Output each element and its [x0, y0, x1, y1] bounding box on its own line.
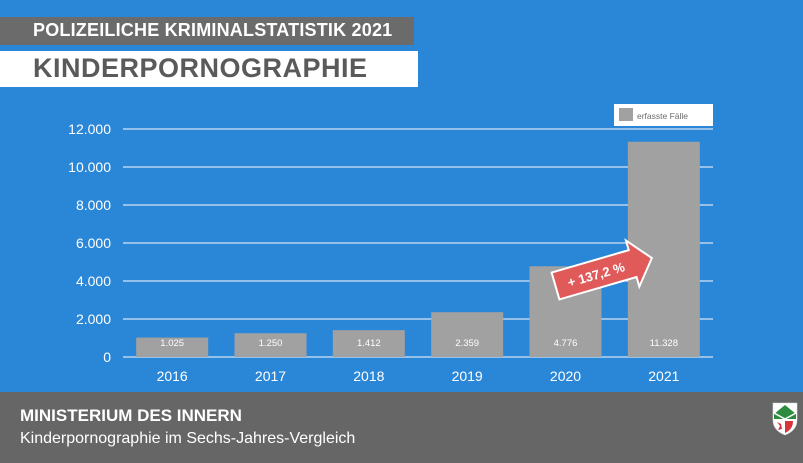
x-tick-label: 2017	[255, 368, 286, 384]
bar-value-label: 11.328	[650, 338, 678, 349]
x-tick-label: 2020	[550, 368, 581, 384]
y-tick-label: 8.000	[76, 197, 111, 213]
ministry-name: MINISTERIUM DES INNERN	[20, 406, 242, 425]
bar-2017	[234, 333, 307, 357]
bar-value-label: 1.412	[357, 338, 381, 349]
legend-label: erfasste Fälle	[637, 111, 688, 121]
footer-bar: MINISTERIUM DES INNERN Kinderpornographi…	[0, 392, 803, 463]
y-tick-label: 0	[103, 349, 111, 365]
nrw-coat-of-arms-icon	[772, 402, 798, 436]
y-tick-label: 12.000	[68, 121, 111, 137]
bar-value-label: 1.025	[160, 338, 184, 349]
growth-arrow-shape	[550, 238, 654, 301]
bar-2016	[136, 337, 209, 357]
bar-2018	[332, 330, 405, 357]
bar-value-label: 2.359	[455, 338, 479, 349]
x-tick-label: 2016	[157, 368, 188, 384]
x-tick-label: 2018	[353, 368, 384, 384]
bar-2019	[431, 312, 504, 357]
report-title-banner: KINDERPORNOGRAPHIE	[0, 51, 418, 87]
bar-value-label: 1.250	[259, 338, 283, 349]
legend-swatch	[619, 108, 633, 121]
report-kicker-banner: POLIZEILICHE KRIMINALSTATISTIK 2021	[0, 17, 414, 45]
bar-value-label: 4.776	[554, 338, 578, 349]
y-tick-label: 4.000	[76, 273, 111, 289]
footer-subtitle: Kinderpornographie im Sechs-Jahres-Vergl…	[20, 430, 356, 447]
y-tick-label: 10.000	[68, 159, 111, 175]
report-kicker: POLIZEILICHE KRIMINALSTATISTIK 2021	[33, 20, 393, 40]
legend-box	[614, 104, 713, 126]
report-title: KINDERPORNOGRAPHIE	[33, 53, 368, 83]
x-tick-label: 2021	[648, 368, 679, 384]
y-tick-label: 2.000	[76, 311, 111, 327]
bar-chart: 0 2.000 4.000 6.000 8.000 10.000 12.000 1.025 20…	[68, 104, 713, 384]
y-tick-label: 6.000	[76, 235, 111, 251]
x-tick-label: 2019	[452, 368, 483, 384]
